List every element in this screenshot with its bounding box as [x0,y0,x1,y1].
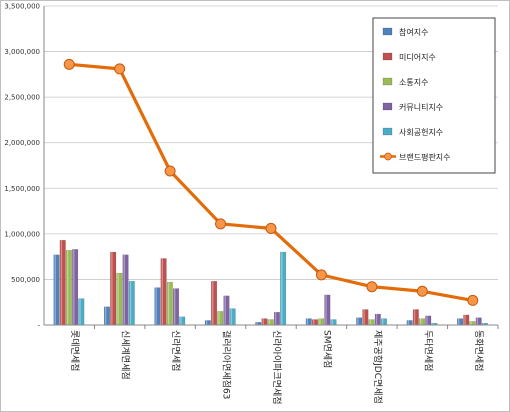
line-point [467,294,479,306]
bar-highlight [274,312,277,325]
legend-label: 사회공헌지수 [399,128,443,137]
x-tick-label: 롯데면세점 [69,330,81,371]
x-tick-label: SM면세점 [321,330,333,368]
bar-highlight [458,318,460,325]
bar-highlight [432,323,434,325]
bar-highlight [212,281,214,325]
legend-swatch [382,27,393,36]
bar-highlight [470,321,472,325]
brand-line [63,58,479,306]
bar-highlight [476,317,479,325]
y-tick-label: 1,500,000 [4,185,40,193]
bar-highlight [205,320,208,325]
bar-highlight [167,282,170,325]
bar-highlight [325,294,327,325]
bar-highlight [319,318,321,325]
bar-highlight [407,320,410,325]
line-point [164,165,176,177]
line-point [215,218,227,230]
line-point [366,281,378,293]
bar-highlight [123,254,125,325]
bar-highlight [413,309,416,325]
y-tick-label: 2,000,000 [4,139,40,147]
bar-highlight [180,316,182,325]
legend-marker [384,152,392,161]
legend-label: 참여지수 [399,27,428,37]
line-point [315,269,327,281]
bar-highlight [224,295,226,325]
bar-highlight [117,273,119,325]
bar-highlight [174,288,176,325]
legend-label: 소통지수 [399,78,428,87]
bar-highlight [256,322,258,325]
x-tick-label: 신라아이파크면세점 [271,330,283,405]
y-tick-label: 3,000,000 [4,48,40,56]
bar-highlight [482,323,485,325]
grid [44,5,498,280]
legend-swatch [382,52,393,61]
legend-swatch [382,127,393,136]
bar-highlight [306,318,309,325]
bar-highlight [104,306,107,325]
bar-highlight [331,319,333,325]
bar-highlight [420,318,422,325]
bar-highlight [161,258,164,325]
bar-highlight [73,249,75,325]
x-tick-label: 동화면세점 [473,330,485,371]
bar-highlight [464,314,466,325]
bar-highlight [281,252,283,325]
y-tick-label: 1,000,000 [4,230,40,238]
x-tick-label: 신라면세점 [170,330,182,371]
legend-label: 커뮤니티지수 [399,102,443,112]
bar-highlight [111,252,113,325]
line-point [63,58,75,70]
bar-highlight [218,311,220,325]
y-tick-label: - [37,322,40,330]
line-point [265,222,277,234]
bar-highlight [268,319,271,325]
bar-highlight [381,318,384,325]
y-axis: - 500,000 1,000,000 1,500,000 2,000,000 2,500… [4,3,45,330]
bar-highlight [375,314,378,325]
line-point [416,285,428,297]
y-tick-label: 500,000 [11,276,40,284]
x-tick-label: 신세계면세점 [120,330,132,380]
bar-highlight [60,240,63,325]
x-tick-label: 제주공항JDC면세점 [372,330,384,404]
bar-highlight [129,281,132,325]
y-tick-label: 2,500,000 [4,94,40,102]
bars [53,240,488,326]
bar-highlight [155,287,157,325]
bar-highlight [262,318,264,325]
bar-highlight [357,317,359,325]
bar-highlight [426,315,428,325]
legend-label: 브랜드평판지수 [399,152,451,162]
bar-highlight [54,254,56,325]
bar-highlight [66,250,69,325]
legend-swatch [382,102,393,111]
bar-highlight [369,319,371,325]
x-tick-label: 갤러리아면세점63 [221,330,233,399]
bar-highlight [363,309,365,325]
legend-label: 미디어지수 [399,52,436,62]
legend-box [372,17,496,174]
line-point [114,63,126,75]
x-axis: 롯데면세점 신세계면세점 신라면세점 갤러리아면세점63 신라아이파크면세점 SM면세점 제… [44,324,499,405]
x-tick-label: 두타면세점 [422,330,434,371]
bar-highlight [230,308,233,325]
bar-highlight [312,319,315,325]
legend-swatch [382,77,393,86]
y-tick-label: 3,500,000 [4,3,40,11]
bar-highlight [79,298,81,325]
